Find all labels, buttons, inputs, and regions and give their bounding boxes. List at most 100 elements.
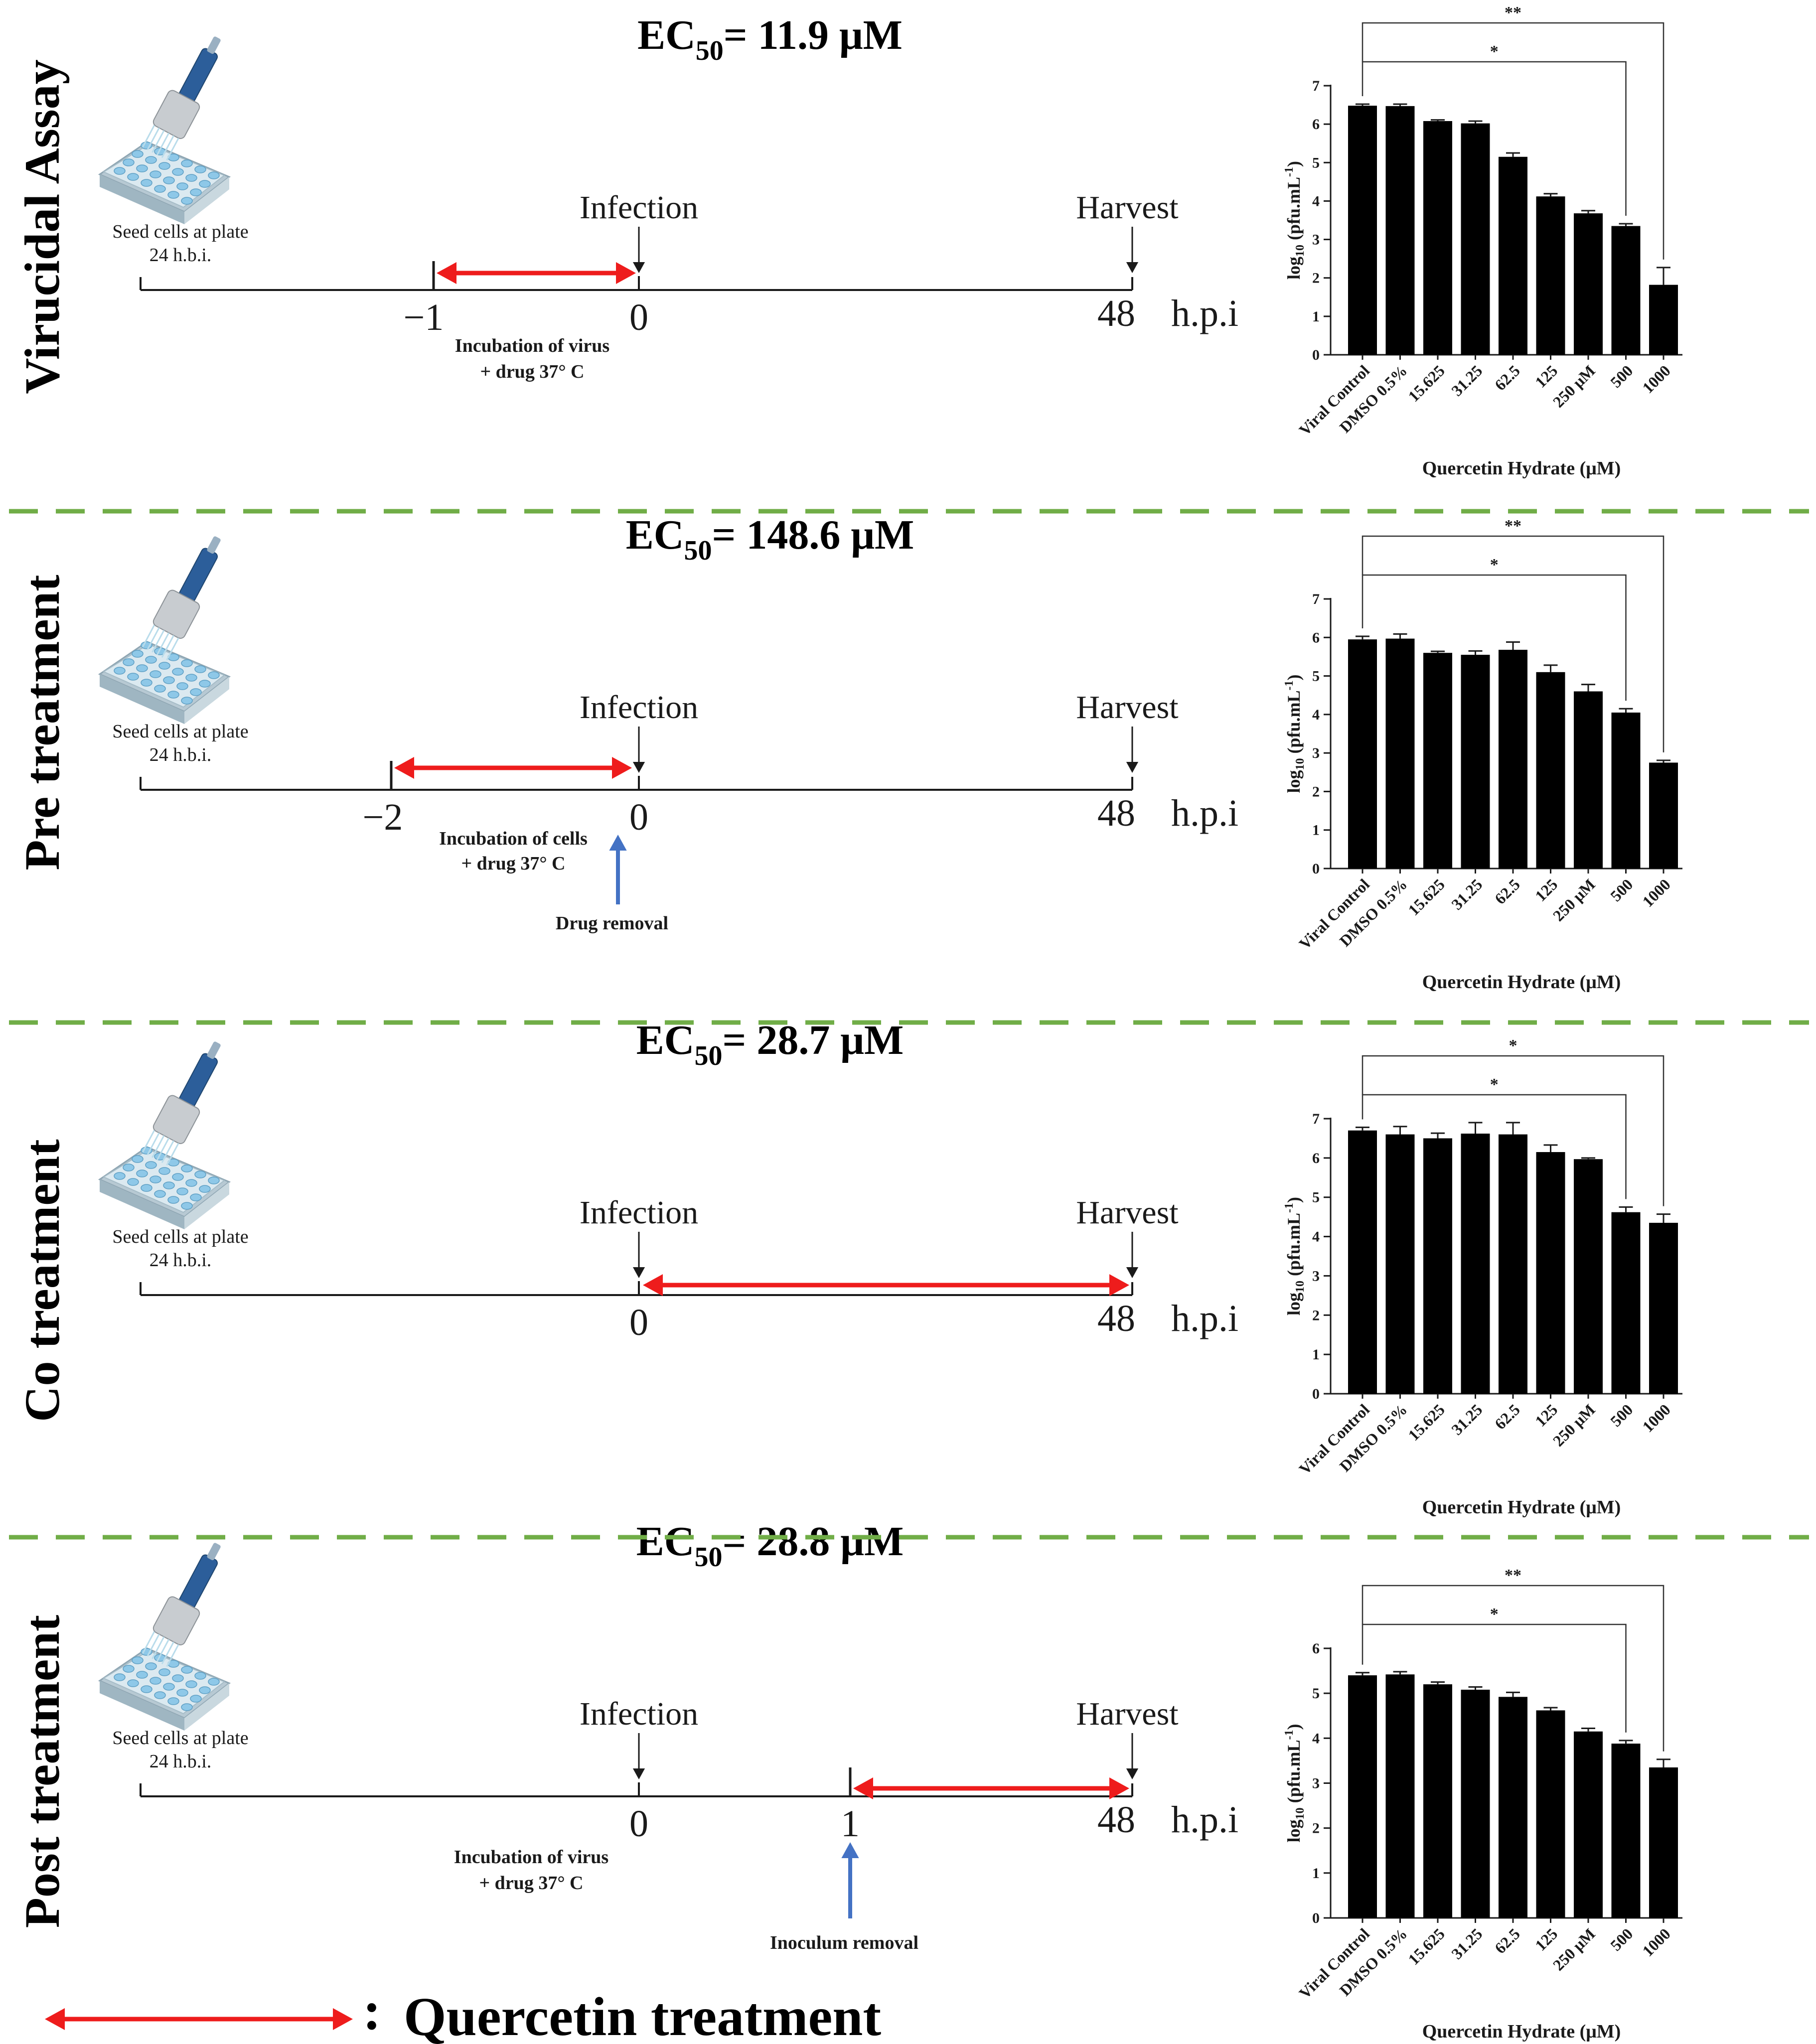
significance-bracket-500: *: [1362, 556, 1627, 701]
x-axis-label: Quercetin Hydrate (μM): [1422, 458, 1621, 479]
y-label-sub: 10: [1294, 1281, 1307, 1293]
y-label-sup: -1: [1283, 1203, 1296, 1213]
bar-8: [1611, 1212, 1641, 1394]
x-tick-label: 500: [1607, 361, 1636, 391]
plate-well: [181, 659, 193, 667]
x-tick-label: 250 μM: [1549, 361, 1599, 411]
harvest-arrow: [1126, 227, 1139, 273]
y-label-log: log: [1284, 257, 1304, 280]
plate-well: [145, 156, 157, 164]
bar-9: [1649, 762, 1678, 869]
plate-well: [194, 1672, 206, 1680]
significance-mark: *: [1490, 1075, 1499, 1094]
legend-arrow: [45, 2008, 353, 2030]
y-tick-label: 1: [1312, 308, 1320, 325]
bar-3: [1423, 1684, 1452, 1918]
harvest-label: Harvest: [1076, 1194, 1178, 1231]
plate-well: [208, 1678, 220, 1686]
pipette-icon: [142, 536, 221, 661]
bar-5: [1499, 650, 1527, 869]
bar-4: [1461, 1689, 1490, 1918]
plate-well: [163, 676, 175, 684]
tick-end: 48: [1097, 1799, 1135, 1841]
plate-well: [181, 1703, 193, 1711]
pipette-tip: [161, 635, 174, 658]
significance-mark: *: [1490, 1605, 1499, 1623]
bar-7: [1574, 213, 1603, 355]
bracket-line: [1362, 535, 1665, 752]
plate-well: [150, 1677, 161, 1685]
inoculum-removal-arrow: [841, 1842, 859, 1918]
y-label-unit: (pfu.mL: [1284, 177, 1304, 245]
arrow-head: [632, 1267, 645, 1278]
bar-5: [1499, 1134, 1527, 1394]
bar-5: [1499, 1697, 1527, 1918]
time-unit: h.p.i: [1171, 792, 1238, 834]
pipette-body: [152, 90, 200, 139]
harvest-label: Harvest: [1076, 1696, 1178, 1732]
x-tick-label: 1000: [1639, 1400, 1674, 1436]
x-tick-label: 15.625: [1404, 875, 1448, 919]
pipette-tip: [166, 1143, 179, 1166]
plate-side-right: [184, 1683, 229, 1731]
pipette-tip: [166, 138, 179, 161]
y-tick-label: 0: [1312, 347, 1320, 363]
pipette-tip: [156, 1138, 170, 1161]
plate-well: [123, 1665, 135, 1673]
plate-well: [185, 674, 197, 682]
significance-mark: **: [1505, 517, 1521, 535]
timeline: Infection Harvest 0 48 h.p.i 1 Incubation of v…: [140, 1696, 1238, 1953]
x-tick-label: 31.25: [1448, 875, 1486, 913]
bar-2: [1385, 638, 1415, 869]
plate-well: [167, 1196, 179, 1204]
panel-title: Pre treatment: [14, 575, 70, 870]
pipette-tip: [156, 632, 170, 655]
ec50-number: = 148.6 μM: [712, 512, 914, 558]
plate-well: [154, 685, 166, 693]
note-line-1: Incubation of cells: [439, 828, 588, 849]
x-tick-label: 1000: [1639, 361, 1674, 397]
y-tick-label: 0: [1312, 1910, 1320, 1926]
cell-plate-icon: [98, 36, 231, 224]
bar-4: [1461, 655, 1490, 869]
plate-well: [167, 1697, 179, 1705]
plate-well: [136, 1671, 148, 1679]
pipette-tip: [151, 1636, 165, 1659]
pipette-tip: [156, 133, 170, 155]
plate-well: [114, 1172, 126, 1180]
plate-side-right: [184, 1182, 229, 1229]
plate-well: [199, 1185, 211, 1193]
bar-6: [1536, 672, 1565, 869]
y-tick-label: 6: [1312, 1150, 1320, 1167]
pipette-plunger: [207, 1041, 221, 1059]
removal-label: Inoculum removal: [770, 1932, 918, 1953]
note-line-2: + drug 37° C: [480, 361, 585, 382]
plate-well: [199, 680, 211, 688]
bar-7: [1574, 691, 1603, 869]
plate-well: [176, 1187, 188, 1195]
plate-well: [154, 1691, 166, 1699]
y-tick-label: 0: [1312, 861, 1320, 877]
plate-well: [127, 173, 139, 181]
plate-well: [114, 667, 126, 675]
tick-end: 48: [1097, 1298, 1135, 1339]
bar-2: [1385, 106, 1415, 355]
plate-well: [145, 1662, 157, 1670]
bracket-line: [1362, 1094, 1627, 1199]
plate-well: [181, 1165, 193, 1172]
tick-start: 1: [841, 1803, 860, 1845]
treatment-arrow-head-right: [616, 262, 636, 284]
y-label-unit: (pfu.mL: [1284, 1213, 1304, 1281]
y-tick-label: 7: [1312, 591, 1320, 607]
pipette-tip: [166, 637, 179, 661]
tick-start: −2: [363, 796, 403, 838]
time-unit: h.p.i: [1171, 1298, 1238, 1339]
pipette-tip: [156, 1639, 170, 1662]
plate-well: [181, 159, 193, 167]
significance-mark: *: [1509, 1036, 1517, 1055]
plate-well: [208, 671, 220, 679]
x-tick-label: 15.625: [1404, 1924, 1448, 1968]
y-tick-label: 1: [1312, 1865, 1320, 1882]
plate-well: [158, 1167, 170, 1175]
